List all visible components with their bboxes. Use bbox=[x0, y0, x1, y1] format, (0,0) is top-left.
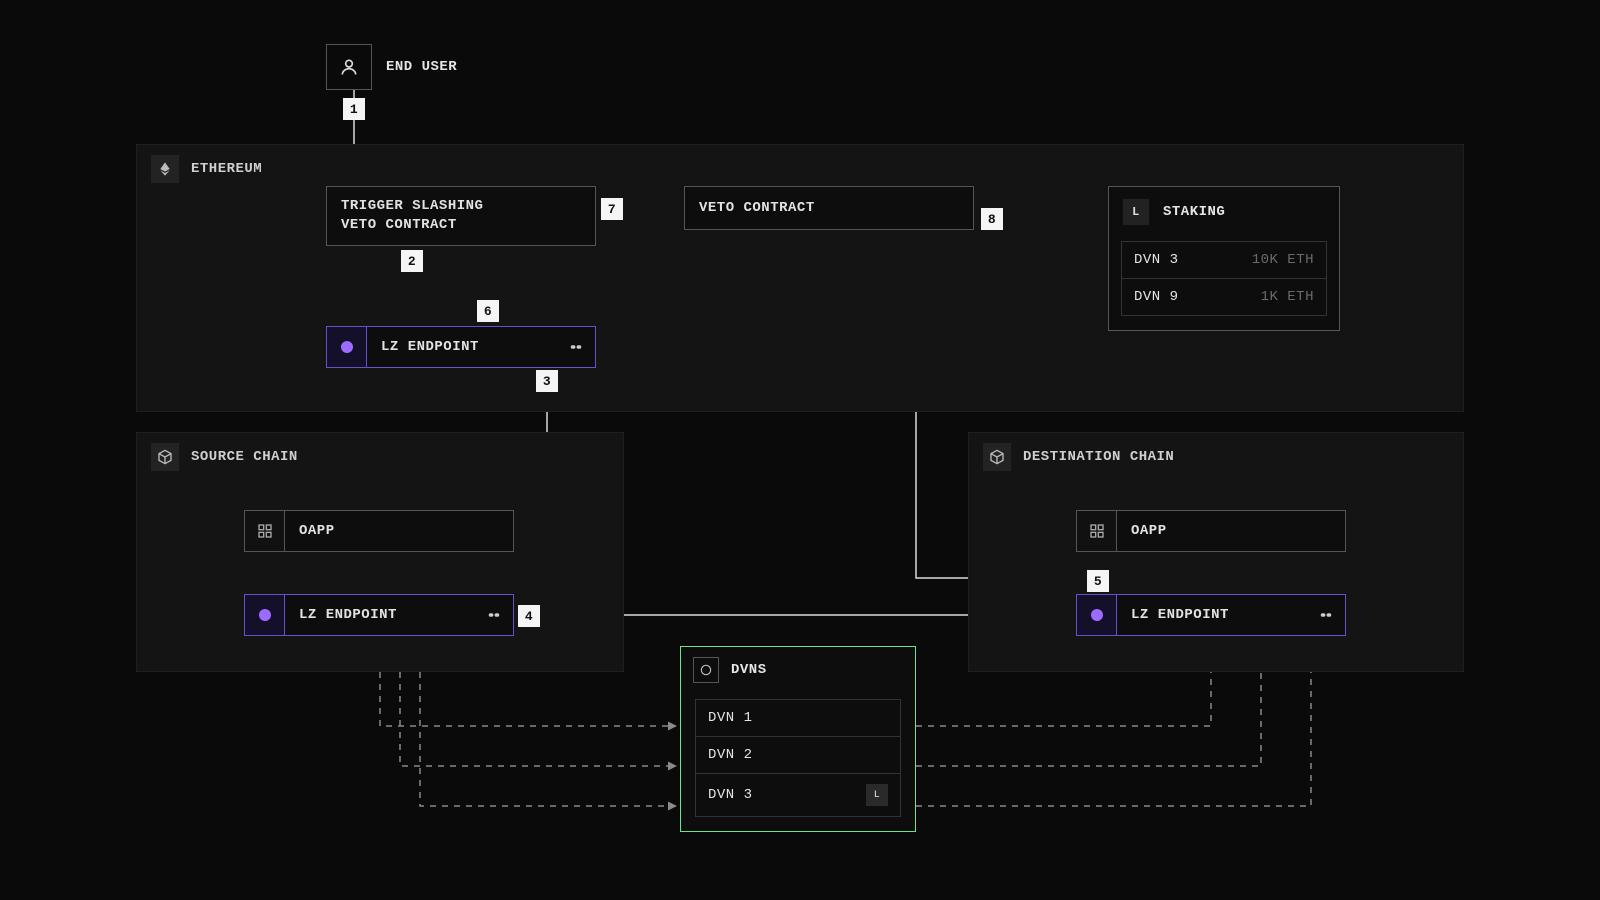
stake-amount: 1K ETH bbox=[1261, 289, 1314, 305]
dvn-name: DVN 3 bbox=[708, 787, 753, 803]
veto-contract-node: VETO CONTRACT bbox=[684, 186, 974, 230]
lz-dot-icon bbox=[245, 595, 285, 635]
step-badge-5: 5 bbox=[1087, 570, 1109, 592]
grid-icon bbox=[1077, 511, 1117, 551]
dvn-name: DVN 1 bbox=[708, 710, 753, 726]
destination-oapp-label: OAPP bbox=[1117, 512, 1181, 551]
destination-title: DESTINATION CHAIN bbox=[1023, 449, 1174, 465]
stake-row: DVN 3 10K ETH bbox=[1122, 242, 1326, 278]
staking-logo-icon: L bbox=[1123, 199, 1149, 225]
end-user-label: END USER bbox=[386, 59, 457, 75]
chain-icon bbox=[485, 606, 503, 624]
eth-lz-endpoint: LZ ENDPOINT bbox=[326, 326, 596, 368]
staking-title: STAKING bbox=[1163, 204, 1225, 220]
dvns-title: DVNS bbox=[731, 662, 767, 678]
source-oapp-label: OAPP bbox=[285, 512, 349, 551]
source-oapp-node: OAPP bbox=[244, 510, 514, 552]
source-lz-endpoint: LZ ENDPOINT bbox=[244, 594, 514, 636]
step-badge-3: 3 bbox=[536, 370, 558, 392]
cube-icon bbox=[151, 443, 179, 471]
ethereum-title: ETHEREUM bbox=[191, 161, 262, 177]
source-lz-label: LZ ENDPOINT bbox=[285, 596, 411, 635]
step-badge-8: 8 bbox=[981, 208, 1003, 230]
dvn-name: DVN 2 bbox=[708, 747, 753, 763]
step-badge-7: 7 bbox=[601, 198, 623, 220]
destination-chain-panel: DESTINATION CHAIN bbox=[968, 432, 1464, 672]
staking-box: L STAKING DVN 3 10K ETH DVN 9 1K ETH bbox=[1108, 186, 1340, 331]
end-user: END USER bbox=[326, 44, 457, 90]
eth-lz-label: LZ ENDPOINT bbox=[367, 328, 493, 367]
step-badge-4: 4 bbox=[518, 605, 540, 627]
step-badge-2: 2 bbox=[401, 250, 423, 272]
dvn-row: DVN 3 L bbox=[696, 773, 900, 816]
stake-name: DVN 9 bbox=[1134, 289, 1179, 305]
step-badge-6: 6 bbox=[477, 300, 499, 322]
stake-name: DVN 3 bbox=[1134, 252, 1179, 268]
user-icon bbox=[326, 44, 372, 90]
trigger-label: TRIGGER SLASHING VETO CONTRACT bbox=[327, 187, 497, 245]
cube-icon bbox=[983, 443, 1011, 471]
grid-icon bbox=[245, 511, 285, 551]
dvn-logo-icon: L bbox=[866, 784, 888, 806]
veto-label: VETO CONTRACT bbox=[685, 189, 829, 228]
chain-icon bbox=[567, 338, 585, 356]
ethereum-icon bbox=[151, 155, 179, 183]
trigger-slashing-node: TRIGGER SLASHING VETO CONTRACT bbox=[326, 186, 596, 246]
destination-lz-endpoint: LZ ENDPOINT bbox=[1076, 594, 1346, 636]
lz-dot-icon bbox=[1077, 595, 1117, 635]
lz-dot-icon bbox=[327, 327, 367, 367]
stake-amount: 10K ETH bbox=[1252, 252, 1314, 268]
dvns-box: DVNS DVN 1 DVN 2 DVN 3 L bbox=[680, 646, 916, 832]
source-chain-panel: SOURCE CHAIN bbox=[136, 432, 624, 672]
dvn-row: DVN 2 bbox=[696, 736, 900, 773]
dvn-row: DVN 1 bbox=[696, 700, 900, 736]
step-badge-1: 1 bbox=[343, 98, 365, 120]
destination-lz-label: LZ ENDPOINT bbox=[1117, 596, 1243, 635]
destination-oapp-node: OAPP bbox=[1076, 510, 1346, 552]
source-title: SOURCE CHAIN bbox=[191, 449, 298, 465]
chain-icon bbox=[1317, 606, 1335, 624]
stake-row: DVN 9 1K ETH bbox=[1122, 278, 1326, 315]
dvns-icon bbox=[693, 657, 719, 683]
